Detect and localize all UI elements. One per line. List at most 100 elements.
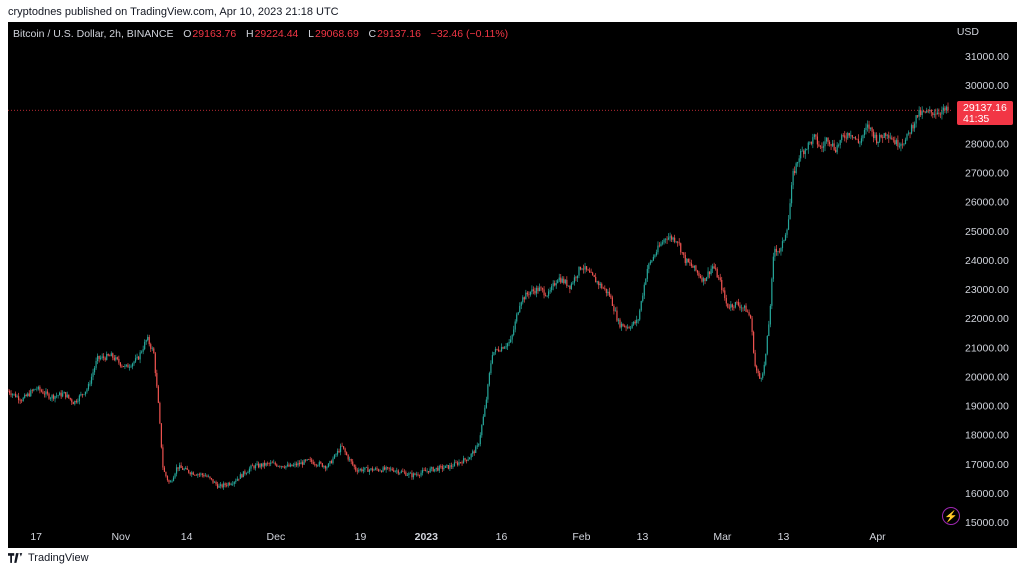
candle-body — [584, 266, 586, 270]
candle-body — [745, 305, 747, 312]
candle-body — [411, 473, 413, 478]
candle-body — [261, 464, 263, 467]
candle-body — [578, 266, 580, 276]
candle-body — [122, 366, 125, 367]
candle-body — [746, 311, 749, 313]
candle-body — [384, 467, 386, 470]
candle-body — [232, 483, 234, 485]
price-chart[interactable]: 31000.0030000.0029000.0028000.0027000.00… — [8, 22, 1017, 548]
candle-body — [743, 305, 746, 308]
candle-body — [548, 291, 550, 296]
candle-body — [233, 481, 235, 484]
candlestick-chart[interactable]: 31000.0030000.0029000.0028000.0027000.00… — [8, 22, 1017, 548]
candle-body — [406, 475, 408, 476]
candle-body — [292, 464, 295, 467]
candle-body — [470, 453, 472, 458]
candle-body — [171, 481, 173, 482]
candle-body — [923, 111, 925, 112]
x-tick-label: 13 — [778, 531, 790, 543]
candle-body — [428, 470, 430, 473]
candle-body — [497, 349, 500, 352]
candle-body — [646, 268, 648, 279]
candle-body — [414, 473, 416, 475]
candle-body — [496, 349, 498, 350]
candle-body — [159, 402, 161, 424]
candle-body — [693, 265, 695, 268]
candle-body — [295, 463, 298, 466]
x-tick-label: Apr — [869, 531, 886, 543]
candle-body — [728, 307, 730, 309]
candle-body — [938, 112, 940, 114]
candle-body — [459, 462, 462, 463]
candle-body — [291, 464, 293, 467]
candle-body — [244, 471, 246, 474]
candle-body — [418, 475, 421, 476]
candle-body — [819, 146, 822, 147]
candle-body — [37, 386, 39, 389]
candle-body — [65, 392, 67, 398]
candle-body — [827, 137, 829, 142]
candle-body — [206, 475, 208, 477]
candle-body — [807, 142, 809, 150]
candle-body — [264, 462, 266, 466]
candle-body — [926, 110, 928, 113]
candle-body — [810, 141, 812, 144]
candle-body — [511, 335, 513, 340]
candle-body — [645, 278, 647, 285]
candle-body — [883, 133, 885, 139]
candle-body — [809, 141, 811, 143]
candle-body — [490, 363, 492, 374]
candle-body — [469, 457, 471, 460]
candle-body — [472, 451, 474, 454]
candle-body — [853, 137, 855, 138]
candle-body — [623, 326, 626, 328]
candle-body — [675, 241, 677, 243]
candle-body — [466, 459, 468, 461]
lightning-icon[interactable]: ⚡ — [942, 507, 960, 525]
candle-body — [425, 470, 427, 472]
bar-countdown: 41:35 — [963, 113, 990, 125]
candle-body — [309, 459, 311, 460]
candle-body — [611, 297, 613, 306]
candle-body — [154, 353, 156, 374]
candle-body — [795, 163, 797, 174]
candle-body — [833, 143, 835, 150]
candle-body — [455, 462, 457, 464]
candle-body — [223, 483, 225, 488]
candle-body — [622, 323, 624, 327]
candle-body — [888, 135, 890, 138]
candle-body — [599, 283, 601, 286]
candle-body — [461, 462, 463, 464]
candle-body — [166, 476, 169, 481]
candle-body — [391, 468, 393, 471]
candle-body — [757, 370, 759, 374]
candle-body — [554, 283, 556, 286]
candle-body — [142, 349, 144, 352]
candle-body — [592, 272, 594, 276]
candle-body — [285, 465, 287, 468]
candle-body — [412, 473, 415, 478]
candle-body — [133, 361, 135, 364]
candle-body — [947, 106, 949, 111]
candle-body — [566, 279, 568, 287]
candle-body — [500, 347, 503, 352]
candle-body — [289, 464, 292, 467]
candle-body — [210, 478, 213, 480]
footer-brand[interactable]: TradingView — [28, 552, 89, 564]
candle-body — [692, 266, 694, 268]
candle-body — [247, 472, 249, 474]
candle-body — [374, 468, 377, 470]
candle-body — [33, 389, 35, 391]
candle-body — [534, 290, 536, 294]
candle-body — [866, 124, 869, 128]
candle-body — [350, 459, 352, 462]
candle-body — [540, 287, 542, 289]
candle-body — [681, 252, 683, 253]
candle-body — [850, 135, 852, 136]
candle-body — [148, 336, 150, 345]
candle-body — [783, 240, 785, 242]
candle-body — [572, 282, 574, 284]
candle-body — [494, 349, 497, 353]
candles-group — [8, 102, 953, 490]
candle-body — [895, 140, 897, 145]
